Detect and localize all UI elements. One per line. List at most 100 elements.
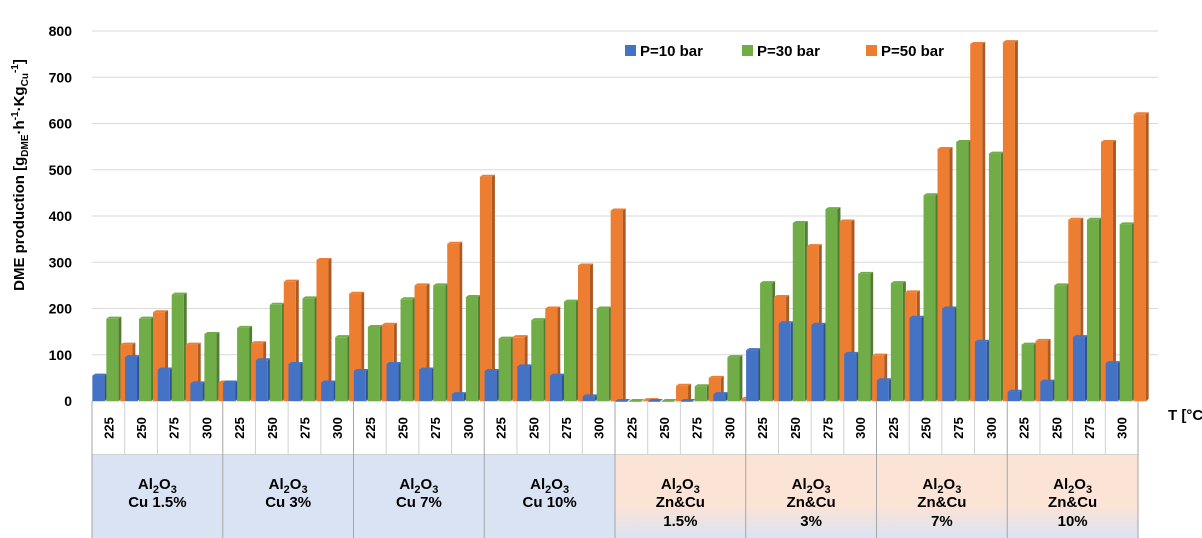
x-tick-label: 225 [755, 417, 770, 439]
group-label-formula: Al2O3 [269, 476, 308, 496]
bar-p-10-bar [1040, 379, 1056, 401]
bar-p-10-bar [484, 368, 500, 401]
bar-p-10-bar [942, 306, 958, 401]
group-label-catalyst: Cu 1.5% [128, 494, 186, 511]
group-cell [745, 455, 877, 538]
bar-p-30-bar [1119, 222, 1135, 401]
y-axis-label: DME production [gDME·h-1·KgCu-1] [10, 59, 31, 291]
x-tick-label: 225 [101, 417, 116, 439]
bar-p-10-bar [1072, 335, 1088, 401]
bar-p-30-bar [302, 296, 318, 401]
bar-p-30-bar [988, 151, 1004, 401]
bar-p-30-bar [563, 299, 579, 401]
axes: 0 100 200 300 400 500 600 700 800 [49, 23, 1148, 409]
bar-p-10-bar [974, 339, 990, 401]
x-tick-label: 275 [690, 417, 705, 439]
bar-p-10-bar [549, 373, 565, 401]
group-label-catalyst: Zn&Cu [656, 494, 705, 511]
x-tick-label: 250 [1049, 417, 1064, 439]
bars [92, 40, 1149, 402]
y-tick-label: 500 [49, 162, 73, 178]
group-label-catalyst: Zn&Cu [917, 494, 966, 511]
bar-p-30-bar [531, 318, 547, 401]
bar-p-50-bar [970, 41, 986, 401]
bar-p-10-bar [517, 364, 533, 401]
group-label-formula: Al2O3 [1053, 476, 1092, 496]
bar-p-10-bar [125, 355, 141, 401]
x-tick-label: 275 [428, 417, 443, 439]
bar-p-10-bar [746, 348, 762, 401]
group-label-catalyst: Cu 3% [265, 494, 311, 511]
y-tick-label: 0 [64, 393, 72, 409]
bar-p-30-bar [498, 336, 514, 401]
legend-swatch [625, 45, 636, 56]
bar-p-10-bar [1007, 389, 1023, 401]
x-tick-label: 225 [624, 417, 639, 439]
x-axis-label: T [°C] [1168, 407, 1202, 424]
group-label-formula: Al2O3 [661, 476, 700, 496]
bar-p-10-bar [909, 315, 925, 401]
group-cell [353, 455, 485, 538]
x-tick-label: 250 [526, 417, 541, 439]
group-label-catalyst: Cu 10% [523, 494, 577, 511]
bar-p-30-bar [171, 292, 187, 401]
x-tick-label: 300 [853, 417, 868, 439]
bar-p-30-bar [367, 325, 383, 401]
category-table: 225 250 275 300 Al2O3 Cu 1.5% 225 250 275 300 Al2O… [91, 401, 1139, 538]
bar-p-10-bar [92, 373, 108, 401]
legend-item: P=50 bar [866, 43, 944, 60]
bar-p-10-bar [844, 351, 860, 401]
bar-p-50-bar [1100, 140, 1116, 401]
x-tick-label: 250 [788, 417, 803, 439]
legend-swatch [742, 45, 753, 56]
bar-p-10-bar [648, 399, 664, 402]
bar-p-10-bar [451, 392, 467, 401]
bar-p-10-bar [255, 358, 271, 401]
bar-p-30-bar [433, 283, 449, 401]
group-label-loading: 3% [800, 513, 822, 530]
bar-p-50-bar [676, 383, 692, 401]
bar-p-30-bar [400, 297, 416, 401]
bar-p-30-bar [923, 193, 939, 401]
x-tick-label: 225 [1017, 417, 1032, 439]
x-tick-label: 300 [592, 417, 607, 439]
x-tick-label: 250 [134, 417, 149, 439]
x-tick-label: 300 [330, 417, 345, 439]
legend: P=10 bar P=30 bar P=50 bar [625, 43, 944, 60]
bar-p-30-bar [956, 140, 972, 401]
bar-p-10-bar [190, 381, 206, 401]
group-label-loading: 10% [1058, 513, 1088, 530]
group-cell [222, 455, 354, 538]
group-cell [1007, 455, 1138, 538]
bar-p-30-bar [139, 316, 155, 401]
bar-p-30-bar [662, 399, 678, 402]
bar-p-50-bar [1133, 112, 1149, 401]
bar-p-30-bar [890, 281, 906, 401]
y-tick-label: 300 [49, 254, 73, 270]
bar-p-30-bar [760, 281, 776, 401]
x-tick-label: 250 [657, 417, 672, 439]
legend-label: P=10 bar [640, 43, 703, 60]
bar-p-30-bar [1021, 342, 1037, 401]
bar-p-30-bar [825, 207, 841, 401]
bar-p-10-bar [321, 380, 337, 401]
bar-p-30-bar [858, 271, 874, 401]
group-cell [876, 455, 1008, 538]
bar-p-10-bar [713, 392, 729, 401]
group-label-formula: Al2O3 [922, 476, 961, 496]
x-tick-label: 225 [363, 417, 378, 439]
bar-p-30-bar [204, 331, 220, 401]
group-label-catalyst: Zn&Cu [1048, 494, 1097, 511]
legend-label: P=50 bar [881, 43, 944, 60]
legend-item: P=10 bar [625, 43, 703, 60]
x-tick-label: 225 [232, 417, 247, 439]
bar-p-10-bar [223, 380, 239, 401]
x-tick-label: 225 [886, 417, 901, 439]
bar-p-10-bar [419, 367, 435, 401]
bar-p-50-bar [479, 174, 495, 401]
group-cell [484, 455, 615, 538]
bar-p-30-bar [335, 335, 351, 401]
bar-p-10-bar [615, 399, 631, 402]
bar-p-10-bar [680, 399, 696, 402]
